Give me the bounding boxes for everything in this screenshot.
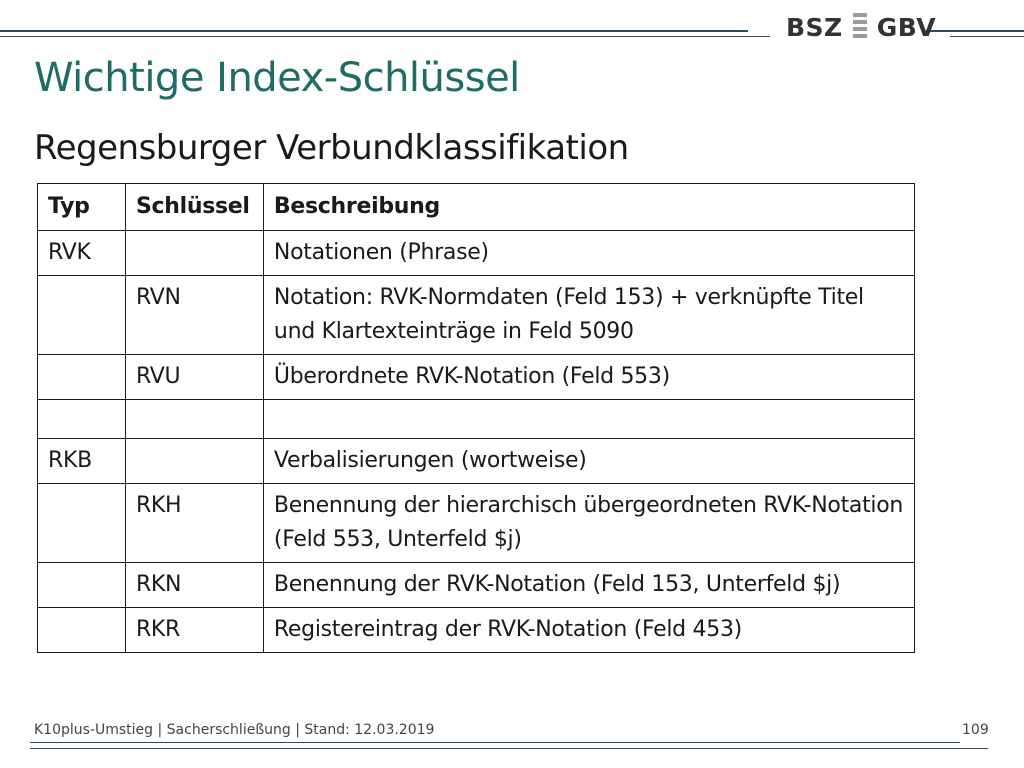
bsz-gbv-logo: BSZ GBV (786, 9, 936, 45)
cell-typ (37, 354, 126, 400)
cell-typ (37, 562, 126, 608)
table-row: RKH Benennung der hierarchisch übergeord… (37, 483, 916, 563)
table-row (37, 399, 916, 439)
footer-rule-top (30, 742, 960, 743)
slide-title: Wichtige Index-Schlüssel (34, 55, 520, 101)
table-header-row: Typ Schlüssel Beschreibung (37, 183, 916, 231)
cell-schluessel (124, 399, 264, 439)
cell-typ (37, 483, 126, 563)
table-row: RVU Überordnete RVK-Notation (Feld 553) (37, 354, 916, 400)
cell-beschreibung: Notation: RVK-Normdaten (Feld 153) + ver… (262, 275, 916, 355)
cell-typ (37, 399, 126, 439)
cell-schluessel: RKH (124, 483, 264, 563)
cell-beschreibung: Registereintrag der RVK-Notation (Feld 4… (262, 607, 916, 653)
header-rule-left-top (0, 30, 748, 32)
index-key-table: Typ Schlüssel Beschreibung RVK Notatione… (37, 183, 916, 653)
cell-beschreibung: Verbalisierungen (wortweise) (262, 438, 916, 484)
cell-beschreibung: Benennung der RVK-Notation (Feld 153, Un… (262, 562, 916, 608)
cell-schluessel: RKN (124, 562, 264, 608)
cell-schluessel: RKR (124, 607, 264, 653)
cell-schluessel (124, 230, 264, 276)
column-header-typ: Typ (37, 183, 126, 231)
table-row: RKN Benennung der RVK-Notation (Feld 153… (37, 562, 916, 608)
table-row: RKR Registereintrag der RVK-Notation (Fe… (37, 607, 916, 653)
header-rule-right-bottom (950, 36, 1024, 37)
cell-typ: RKB (37, 438, 126, 484)
table-row: RKB Verbalisierungen (wortweise) (37, 438, 916, 484)
header-rule-left-bottom (0, 36, 770, 37)
header-rule-right-top (930, 30, 1024, 32)
table-row: RVK Notationen (Phrase) (37, 230, 916, 276)
table-row: RVN Notation: RVK-Normdaten (Feld 153) +… (37, 275, 916, 355)
page-number: 109 (962, 722, 989, 738)
cell-typ (37, 607, 126, 653)
column-header-beschreibung: Beschreibung (262, 183, 916, 231)
column-header-schluessel: Schlüssel (124, 183, 264, 231)
cell-typ (37, 275, 126, 355)
logo-mark-icon (849, 11, 871, 43)
cell-beschreibung: Benennung der hierarchisch übergeordnete… (262, 483, 916, 563)
cell-schluessel: RVN (124, 275, 264, 355)
cell-beschreibung: Überordnete RVK-Notation (Feld 553) (262, 354, 916, 400)
slide-subtitle: Regensburger Verbundklassifikation (34, 128, 629, 168)
footer-rule-bottom (30, 748, 988, 749)
cell-schluessel: RVU (124, 354, 264, 400)
logo-text-left: BSZ (786, 12, 843, 42)
cell-schluessel (124, 438, 264, 484)
cell-typ: RVK (37, 230, 126, 276)
cell-beschreibung (262, 399, 916, 439)
footer-text: K10plus-Umstieg | Sacherschließung | Sta… (34, 722, 435, 738)
logo-text-right: GBV (876, 12, 937, 42)
cell-beschreibung: Notationen (Phrase) (262, 230, 916, 276)
